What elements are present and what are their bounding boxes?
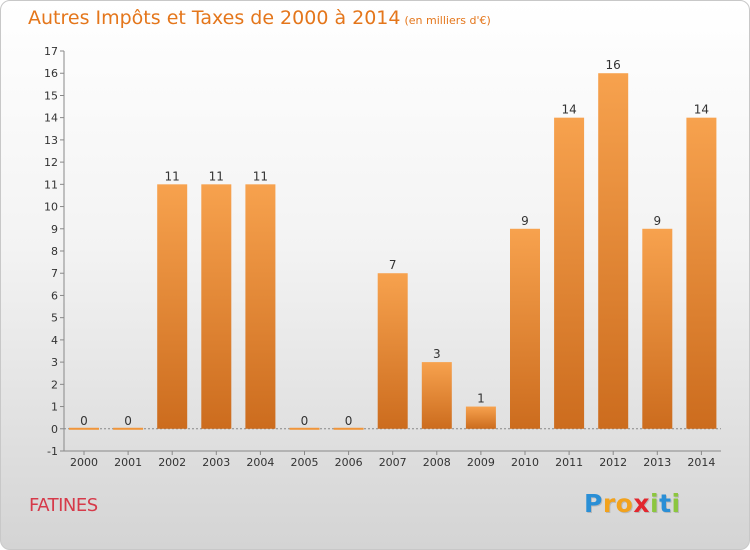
x-tick-label: 2010 [511, 456, 539, 469]
bar [598, 73, 629, 429]
logo-letter: x [633, 489, 650, 518]
y-tick-label: 4 [51, 334, 58, 347]
bar [289, 427, 320, 430]
bar [201, 184, 232, 429]
y-tick-label: 2 [51, 378, 58, 391]
bar [333, 427, 364, 430]
bar [686, 117, 717, 429]
bar [465, 406, 496, 429]
bar [157, 184, 188, 429]
data-label: 7 [389, 258, 397, 272]
bar [642, 228, 673, 429]
x-tick-label: 2005 [291, 456, 319, 469]
data-label: 0 [80, 414, 88, 428]
y-tick-label: 1 [51, 401, 58, 414]
logo-letter: i [671, 489, 681, 518]
bar [554, 117, 585, 429]
chart-subtitle: (en milliers d'€) [404, 14, 491, 27]
x-tick-label: 2007 [379, 456, 407, 469]
x-tick-label: 2000 [70, 456, 98, 469]
y-tick-label: 11 [44, 178, 58, 191]
logo-letter: o [615, 489, 634, 518]
x-tick-label: 2003 [202, 456, 230, 469]
place-name: FATINES [29, 495, 98, 516]
logo-letter: r [602, 489, 616, 518]
data-label: 11 [253, 169, 268, 183]
y-tick-label: 9 [51, 223, 58, 236]
y-tick-label: 17 [44, 45, 58, 58]
y-tick-label: 7 [51, 267, 58, 280]
x-tick-label: 2014 [687, 456, 715, 469]
y-tick-label: 13 [44, 134, 58, 147]
data-label: 11 [165, 169, 180, 183]
bar [69, 427, 99, 430]
y-tick-label: 10 [44, 201, 58, 214]
data-label: 14 [561, 103, 576, 117]
data-label: 1 [477, 392, 485, 406]
data-label: 0 [301, 414, 309, 428]
x-tick-label: 2012 [599, 456, 627, 469]
y-tick-label: 8 [51, 245, 58, 258]
x-tick-label: 2011 [555, 456, 583, 469]
data-label: 11 [209, 169, 224, 183]
data-label: 16 [606, 58, 621, 72]
bar [510, 228, 540, 429]
data-label: 9 [521, 214, 529, 228]
logo-letter: P [584, 489, 603, 518]
y-tick-label: 3 [51, 356, 58, 369]
chart-title-main: Autres Impôts et Taxes de 2000 à 2014 [28, 7, 401, 29]
logo-letter: t [659, 489, 672, 518]
data-label: 14 [694, 103, 709, 117]
data-label: 0 [124, 414, 132, 428]
x-tick-label: 2002 [158, 456, 186, 469]
data-label: 9 [653, 214, 661, 228]
y-tick-label: 0 [51, 423, 58, 436]
x-tick-label: 2009 [467, 456, 495, 469]
y-tick-label: 12 [44, 156, 58, 169]
y-tick-label: 14 [44, 112, 58, 125]
x-tick-label: 2004 [246, 456, 274, 469]
bar [421, 362, 452, 429]
y-tick-label: 15 [44, 89, 58, 102]
logo-letter: i [650, 489, 660, 518]
y-tick-label: 6 [51, 289, 58, 302]
data-label: 0 [345, 414, 353, 428]
y-tick-label: 16 [44, 67, 58, 80]
x-tick-label: 2008 [423, 456, 451, 469]
x-tick-label: 2001 [114, 456, 142, 469]
proxiti-logo: Proxiti [584, 489, 681, 518]
y-tick-label: 5 [51, 312, 58, 325]
y-tick-label: -1 [47, 445, 58, 458]
x-tick-label: 2013 [643, 456, 671, 469]
bar [377, 273, 408, 429]
data-label: 3 [433, 347, 441, 361]
bar [245, 184, 276, 429]
x-tick-label: 2006 [335, 456, 363, 469]
bar [113, 427, 144, 430]
chart-title: Autres Impôts et Taxes de 2000 à 2014 (en… [28, 7, 491, 29]
